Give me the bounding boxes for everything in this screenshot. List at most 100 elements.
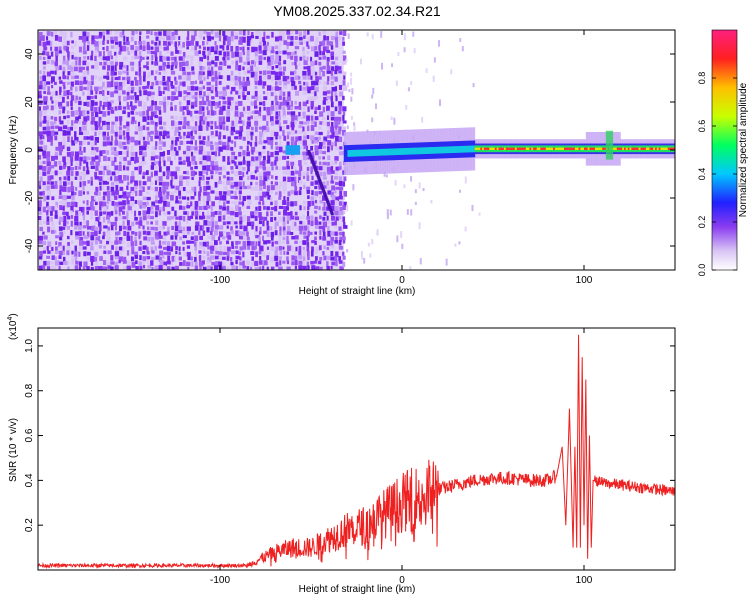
noise-cell <box>138 231 142 237</box>
noise-cell <box>47 135 51 142</box>
noise-cell <box>182 56 185 62</box>
noise-cell <box>318 45 321 51</box>
noise-cell <box>170 185 175 189</box>
noise-cell <box>106 125 110 131</box>
noise-cell <box>275 166 278 170</box>
noise-cell <box>202 215 206 220</box>
noise-cell <box>154 61 159 66</box>
noise-cell <box>174 30 178 36</box>
noise-cell <box>130 180 133 184</box>
noise-cell <box>91 116 96 123</box>
noise-cell <box>326 240 331 246</box>
noise-cell <box>203 36 206 40</box>
noise-cell <box>211 85 215 91</box>
sparse-cell <box>350 96 353 102</box>
noise-cell <box>266 206 270 211</box>
noise-cell <box>82 211 85 217</box>
noise-cell <box>219 246 223 252</box>
noise-cell <box>338 201 343 206</box>
carrier-peak <box>671 147 674 150</box>
carrier-core <box>454 146 457 153</box>
noise-cell <box>258 241 261 247</box>
noise-cell <box>314 200 318 204</box>
noise-cell <box>163 251 168 255</box>
noise-cell <box>190 140 193 145</box>
noise-cell <box>246 151 251 157</box>
noise-cell <box>218 210 222 216</box>
noise-cell <box>95 161 100 167</box>
noise-cell <box>283 135 287 141</box>
noise-cell <box>214 255 219 260</box>
carrier-peak <box>582 147 585 150</box>
noise-cell <box>243 61 248 65</box>
noise-streak <box>324 196 328 200</box>
noise-cell <box>147 91 152 97</box>
noise-cell <box>146 141 150 145</box>
noise-cell <box>118 256 124 262</box>
noise-cell <box>190 146 194 151</box>
noise-cell <box>114 61 119 66</box>
noise-cell <box>254 81 258 85</box>
noise-cell <box>266 126 270 132</box>
noise-cell <box>94 125 99 131</box>
noise-cell <box>118 41 122 47</box>
carrier-peak <box>622 147 625 150</box>
noise-cell <box>103 250 107 254</box>
noise-cell <box>123 65 127 69</box>
carrier-peak <box>509 147 512 150</box>
noise-streak <box>319 182 323 185</box>
noise-cell <box>222 100 227 105</box>
noise-cell <box>331 131 336 138</box>
noise-cell <box>318 245 322 251</box>
noise-cell <box>190 196 195 200</box>
noise-cell <box>242 205 245 209</box>
noise-cell <box>226 240 230 245</box>
noise-cell <box>134 240 138 246</box>
noise-cell <box>191 116 195 122</box>
noise-cell <box>255 241 258 246</box>
noise-cell <box>303 200 306 205</box>
noise-cell <box>291 51 295 56</box>
noise-cell <box>86 266 90 270</box>
noise-cell <box>331 215 335 221</box>
noise-cell <box>291 225 295 231</box>
carrier-peak <box>485 147 488 150</box>
noise-cell <box>198 61 202 67</box>
carrier-peak <box>580 147 583 150</box>
noise-cell <box>342 36 345 41</box>
carrier-peak <box>489 147 492 150</box>
noise-cell <box>219 125 223 130</box>
noise-cell <box>211 135 215 139</box>
noise-cell <box>150 241 155 245</box>
noise-cell <box>131 56 136 60</box>
noise-cell <box>199 80 204 85</box>
noise-cell <box>126 101 129 107</box>
noise-cell <box>162 70 167 74</box>
noise-cell <box>230 185 234 189</box>
noise-cell <box>278 50 282 54</box>
noise-cell <box>278 121 282 128</box>
noise-cell <box>71 260 75 265</box>
noise-cell <box>218 135 222 140</box>
noise-cell <box>90 120 94 125</box>
noise-cell <box>50 135 53 142</box>
noise-cell <box>78 110 83 117</box>
noise-cell <box>87 226 92 230</box>
carrier-core <box>449 146 452 154</box>
noise-cell <box>278 256 282 260</box>
noise-cell <box>114 201 119 208</box>
noise-cell <box>134 100 138 104</box>
noise-cell <box>250 146 256 153</box>
noise-cell <box>118 141 123 148</box>
noise-cell <box>254 71 258 77</box>
noise-cell <box>134 160 137 164</box>
noise-cell <box>162 241 167 245</box>
noise-cell <box>178 156 182 161</box>
noise-cell <box>323 136 328 142</box>
noise-cell <box>43 90 47 95</box>
noise-cell <box>234 181 239 188</box>
noise-cell <box>207 110 210 116</box>
noise-cell <box>114 151 119 157</box>
noise-cell <box>118 180 124 184</box>
